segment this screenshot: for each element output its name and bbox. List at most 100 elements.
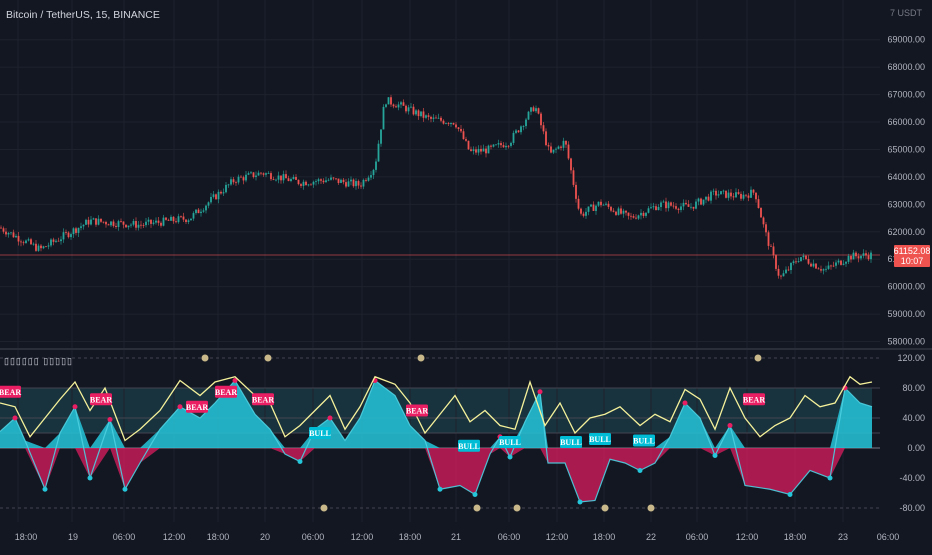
candle-body	[810, 263, 812, 267]
candle-body	[675, 206, 677, 209]
candle-body	[327, 179, 330, 181]
candle-body	[110, 221, 112, 226]
candle-body	[125, 224, 127, 228]
candle-body	[655, 206, 657, 211]
candle-body	[357, 181, 360, 186]
candle-body	[785, 269, 787, 274]
candle-body	[280, 175, 282, 181]
candle-body	[470, 149, 472, 151]
candle-body	[565, 140, 567, 145]
currency-label: 7 USDT	[890, 8, 922, 18]
oscillator-pane[interactable]: 120.00 80.00 40.00 0.00 -40.00 -80.00 BEAR BEAR…	[0, 350, 932, 522]
candle-body	[452, 122, 455, 125]
candle-body	[20, 241, 22, 243]
candle-body	[285, 174, 287, 179]
candle-body	[160, 222, 162, 226]
candle-body	[12, 232, 15, 238]
time-tick-label: 20	[260, 532, 270, 542]
candle-body	[237, 176, 240, 183]
candle-body	[487, 145, 490, 154]
candle-body	[742, 194, 745, 199]
price-chart-svg[interactable]: 69000.00 68000.00 67000.00 66000.00 65000.00…	[0, 0, 932, 348]
peak-dot	[107, 417, 113, 422]
candle-body	[475, 149, 477, 153]
candle-body	[412, 106, 415, 115]
candle-body	[717, 194, 720, 196]
time-axis-svg: 18:00 19 06:00 12:00 18:00 20 06:00 12:00 18:00 2…	[15, 532, 900, 542]
price-tick-label: 66000.00	[887, 117, 925, 127]
candle-body	[587, 206, 590, 212]
candle-body	[662, 201, 665, 203]
signal-label-text: BULL	[458, 442, 480, 451]
time-tick-label: 21	[451, 532, 461, 542]
trough-dot	[122, 486, 128, 492]
candle-body	[267, 173, 270, 174]
candle-body	[765, 224, 767, 233]
candle-body	[40, 245, 42, 249]
bear-signal-label: BEAR	[252, 393, 274, 406]
candle-body	[707, 196, 710, 201]
candle-body	[15, 235, 17, 238]
candle-body	[260, 172, 262, 174]
candle-body	[460, 128, 462, 132]
peak-dot	[727, 423, 733, 428]
candle-body	[567, 144, 570, 159]
time-axis[interactable]: 18:00 19 06:00 12:00 18:00 20 06:00 12:00 18:00 2…	[0, 522, 932, 550]
candle-body	[797, 261, 800, 262]
candle-body	[112, 221, 115, 226]
signal-label-box	[90, 393, 112, 406]
candle-body	[100, 218, 102, 222]
candle-body	[650, 207, 652, 209]
candle-body	[450, 122, 452, 125]
candle-body	[665, 201, 667, 209]
candle-body	[542, 125, 545, 132]
candle-body	[157, 220, 160, 223]
candle-body	[847, 255, 850, 262]
time-tick-label: 22	[646, 532, 656, 542]
candle-body	[365, 179, 367, 181]
candle-body	[680, 206, 682, 210]
signal-label-box	[589, 433, 611, 445]
candle-body	[817, 268, 820, 270]
pane-separator[interactable]	[0, 348, 932, 350]
candle-body	[520, 126, 522, 133]
peak-dot	[537, 389, 543, 395]
oscillator-svg[interactable]: 120.00 80.00 40.00 0.00 -40.00 -80.00 BEAR BEAR…	[0, 350, 932, 522]
candle-body	[490, 145, 492, 147]
candle-body	[85, 219, 87, 225]
candle-body	[505, 145, 507, 148]
candle-body	[540, 113, 542, 126]
candle-body	[602, 204, 605, 206]
candle-body	[612, 210, 615, 212]
candle-body	[332, 177, 335, 179]
candle-body	[405, 105, 407, 112]
candle-body	[697, 198, 700, 202]
candle-body	[790, 262, 792, 271]
candle-body	[432, 117, 435, 119]
candle-body	[732, 196, 735, 198]
candle-body	[325, 180, 327, 183]
candle-body	[425, 115, 427, 118]
candle-body	[370, 175, 372, 178]
signal-label-text: BULL	[560, 438, 582, 447]
candle-body	[312, 181, 315, 185]
signal-label-box	[215, 385, 237, 398]
candle-body	[305, 181, 307, 186]
candle-body	[420, 111, 422, 117]
signal-label-text: BEAR	[0, 388, 21, 397]
candle-body	[347, 181, 350, 187]
price-chart-pane[interactable]: 69000.00 68000.00 67000.00 66000.00 65000.00…	[0, 0, 932, 348]
candle-body	[217, 191, 220, 200]
candle-body	[55, 240, 57, 242]
trough-dot	[87, 475, 93, 481]
candle-body	[345, 182, 347, 187]
peak-dot	[327, 415, 333, 421]
candle-body	[92, 218, 95, 220]
trough-dot	[437, 486, 443, 492]
candle-body	[575, 184, 577, 199]
candle-body	[132, 221, 135, 225]
candle-body	[340, 179, 342, 183]
candle-body	[605, 203, 607, 205]
candle-body	[255, 175, 257, 178]
candle-body	[865, 253, 867, 256]
